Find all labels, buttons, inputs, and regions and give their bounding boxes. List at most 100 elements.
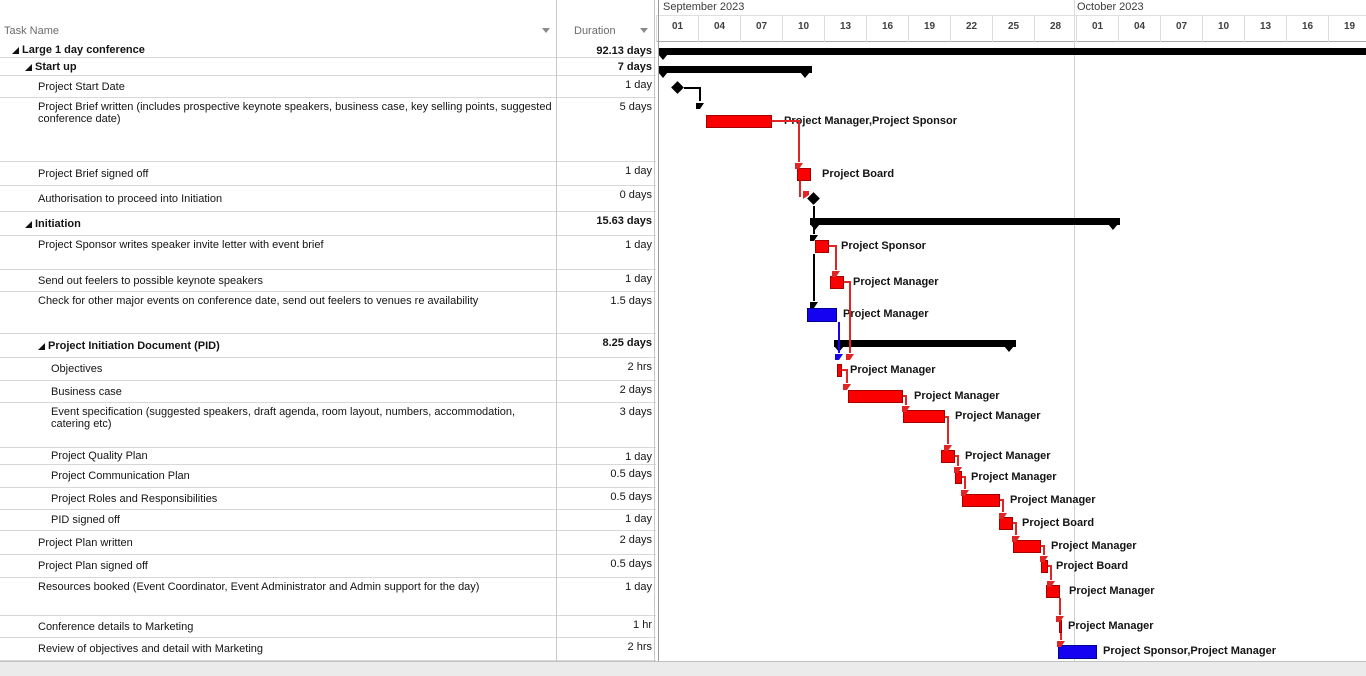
column-divider[interactable] [556,0,557,661]
task-duration: 1.5 days [610,295,652,307]
timeline-tick: 01 [1076,16,1118,42]
task-duration: 1 day [625,79,652,91]
table-row[interactable]: Project Communication Plan 0.5 days [0,465,656,488]
task-duration: 1 day [625,581,652,593]
table-row[interactable]: Review of objectives and detail with Mar… [0,638,656,661]
task-name: Project Start Date [38,81,125,93]
task-name: Project Plan written [38,537,133,549]
timeline-tick: 07 [740,16,782,42]
summary-bar[interactable] [810,218,1120,225]
timeline-tick: 13 [824,16,866,42]
link-line [813,254,815,301]
task-bar[interactable] [903,410,945,423]
task-name-filter-icon[interactable] [542,28,550,33]
link-line [1015,522,1017,535]
task-bar[interactable] [807,308,837,322]
table-row[interactable]: Project Roles and Responsibilities 0.5 da… [0,488,656,510]
task-bar[interactable] [837,364,842,377]
link-arrow-icon [1047,581,1055,587]
table-chart-divider[interactable] [658,0,659,661]
task-bar[interactable] [830,276,844,289]
bar-resource-label: Project Manager [853,276,939,288]
task-bar[interactable] [941,450,955,463]
task-duration: 2 days [619,534,652,546]
table-row[interactable]: Project Quality Plan 1 day [0,448,656,465]
task-duration: 1 day [625,239,652,251]
task-name: Project Roles and Responsibilities [51,493,218,505]
link-line [1043,545,1045,555]
table-row[interactable]: Project Brief signed off 1 day [0,162,656,186]
task-bar[interactable] [962,494,1000,507]
bar-resource-label: Project Board [1056,560,1129,572]
bar-resource-label: Project Manager [1010,494,1096,506]
summary-bar[interactable] [834,340,1016,347]
task-bar[interactable] [815,240,829,253]
task-bar[interactable] [797,168,811,181]
bar-resource-label: Project Board [822,168,895,180]
milestone-diamond[interactable] [671,81,684,94]
task-duration: 0.5 days [610,468,652,480]
table-row[interactable]: Resources booked (Event Coordinator, Eve… [0,578,656,616]
table-row[interactable]: Start up 7 days [0,58,656,76]
task-bar[interactable] [706,115,772,128]
link-arrow-icon [1056,616,1064,622]
table-header: Task Name Duration [0,0,656,43]
link-arrow-icon [803,191,809,199]
table-row[interactable]: Business case 2 days [0,381,656,403]
expand-collapse-icon[interactable] [25,221,32,228]
table-row[interactable]: Large 1 day conference 92.13 days [0,42,656,58]
milestone-diamond[interactable] [807,192,820,205]
table-row[interactable]: Send out feelers to possible keynote spe… [0,270,656,292]
link-line [947,416,949,444]
link-line [838,322,840,353]
timeline-tick: 04 [1118,16,1160,42]
table-row[interactable]: Project Brief written (includes prospect… [0,98,656,162]
link-arrow-icon [902,406,910,412]
expand-collapse-icon[interactable] [25,64,32,71]
gantt-chart: September 2023 October 2023 01 04 07 10 13 16… [656,0,1366,661]
task-bar[interactable] [1013,540,1041,553]
task-name: Conference details to Marketing [38,621,194,633]
task-duration: 2 days [619,384,652,396]
table-row[interactable]: Project Start Date 1 day [0,76,656,98]
link-line [957,455,959,466]
table-row[interactable]: Initiation 15.63 days [0,212,656,236]
table-row[interactable]: Project Plan signed off 0.5 days [0,555,656,578]
month-label-september: September 2023 [663,1,745,13]
task-duration: 7 days [617,61,652,73]
summary-bar[interactable] [658,48,1366,55]
table-row[interactable]: Authorisation to proceed into Initiation… [0,186,656,212]
table-row[interactable]: PID signed off 1 day [0,510,656,531]
table-row[interactable]: Conference details to Marketing 1 hr [0,616,656,638]
link-arrow-icon [795,163,803,169]
bar-resource-label: Project Manager [965,450,1051,462]
table-row[interactable]: Event specification (suggested speakers,… [0,403,656,448]
column-divider[interactable] [654,0,655,661]
link-arrow-icon [954,467,962,473]
table-row[interactable]: Check for other major events on conferen… [0,292,656,334]
timeline-tick: 01 [656,16,698,42]
task-duration: 92.13 days [596,45,652,57]
summary-bar[interactable] [658,66,812,73]
task-name: Check for other major events on conferen… [38,295,479,307]
table-row[interactable]: Project Initiation Document (PID) 8.25 da… [0,334,656,358]
timeline-tick: 04 [698,16,740,42]
duration-column-header[interactable]: Duration [574,25,616,37]
timeline-tick: 25 [992,16,1034,42]
timeline-tick: 07 [1160,16,1202,42]
duration-filter-icon[interactable] [640,28,648,33]
table-row[interactable]: Project Plan written 2 days [0,531,656,555]
task-name-column-header[interactable]: Task Name [4,25,60,37]
link-line [844,281,851,283]
expand-collapse-icon[interactable] [38,343,45,350]
task-bar[interactable] [848,390,903,403]
expand-collapse-icon[interactable] [12,47,19,54]
task-table: Task Name Duration Large 1 day conferenc… [0,0,656,661]
task-name: Project Communication Plan [51,470,190,482]
task-name: Project Quality Plan [51,450,148,462]
table-row[interactable]: Project Sponsor writes speaker invite le… [0,236,656,270]
link-line [772,120,800,122]
task-bar[interactable] [1058,645,1097,659]
link-arrow-icon [832,271,840,277]
table-row[interactable]: Objectives 2 hrs [0,358,656,381]
